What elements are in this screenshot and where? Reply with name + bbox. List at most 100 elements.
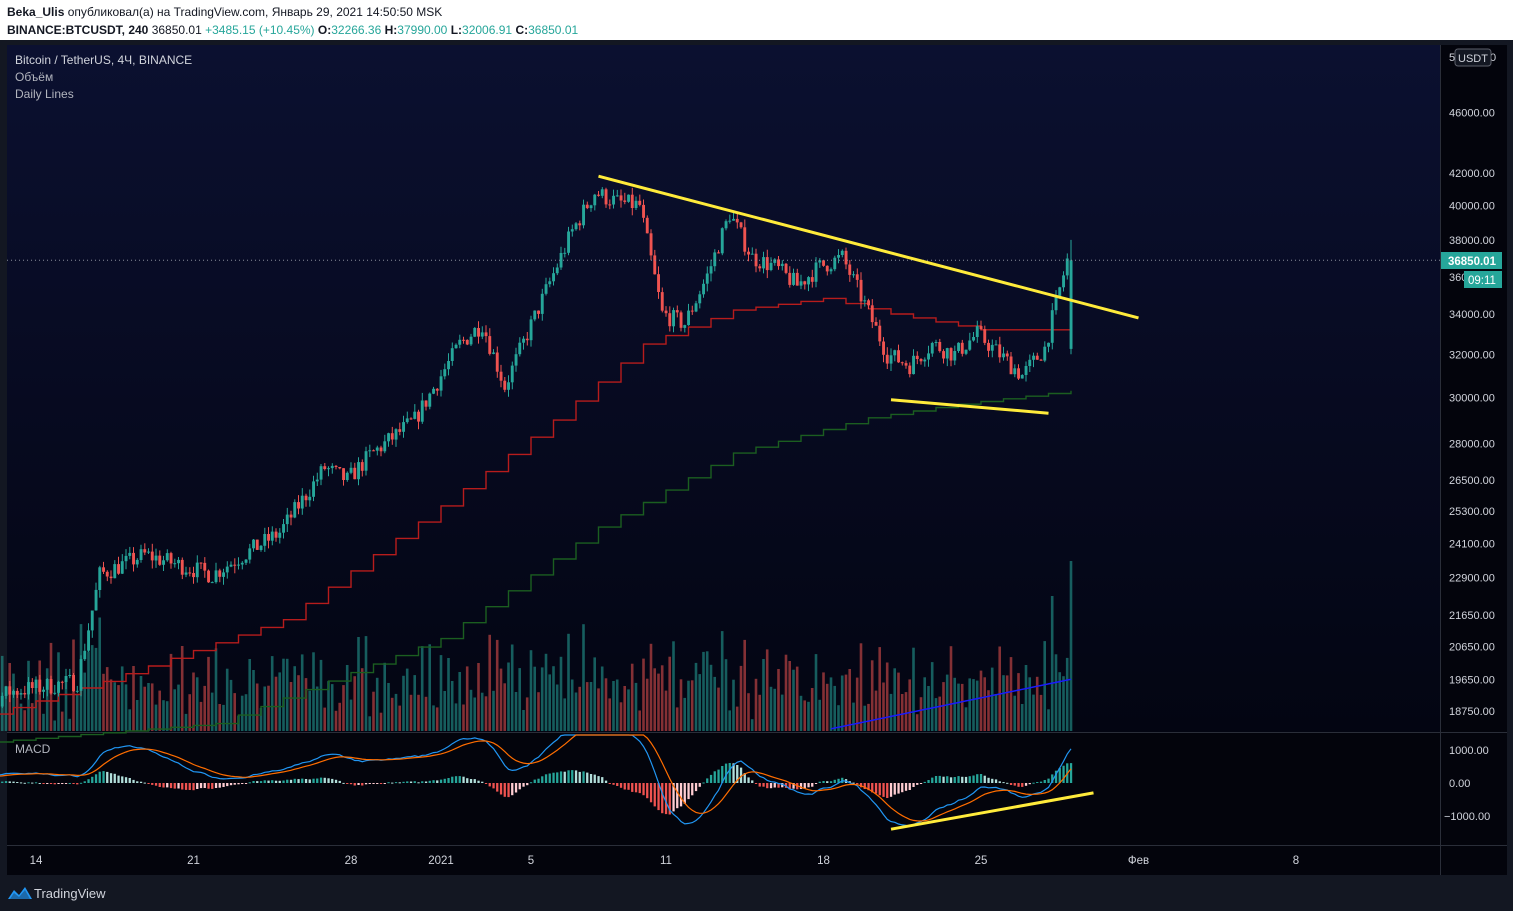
volume-bar [923, 677, 926, 731]
candle-body [585, 204, 589, 209]
currency-label[interactable]: USDT [1458, 53, 1488, 65]
candle-body [409, 418, 413, 420]
volume-bar [578, 686, 581, 731]
tradingview-logo-icon[interactable] [7, 884, 33, 902]
volume-bar [409, 694, 413, 731]
candle-body [237, 564, 240, 566]
macd-histogram-bar [593, 774, 596, 783]
macd-histogram-bar [1039, 781, 1043, 783]
macd-histogram-bar [499, 783, 503, 795]
macd-histogram-bar [387, 782, 390, 784]
candle-body [889, 355, 893, 364]
macd-histogram-bar [173, 783, 176, 789]
volume-bar [113, 682, 116, 731]
macd-histogram-bar [818, 781, 821, 783]
macd-histogram-bar [987, 777, 990, 783]
macd-trendline[interactable] [890, 791, 1094, 831]
candle-body [424, 400, 428, 407]
macd-histogram-bar [612, 783, 615, 785]
volume-bar [75, 693, 79, 731]
macd-histogram-bar [537, 778, 540, 783]
candle-body [154, 555, 158, 561]
macd-histogram-bar [349, 783, 353, 785]
volume-bar [360, 668, 364, 731]
macd-histogram-bar [256, 781, 259, 783]
candle-body [338, 467, 342, 469]
candle-body [870, 305, 874, 323]
legend-title[interactable]: Bitcoin / TetherUS, 4Ч, BINANCE [15, 53, 192, 67]
candle-body [623, 200, 627, 202]
chart-area[interactable]: 46000.00 42000.00 40000.00 38000.00 34000.00… [0, 40, 1513, 876]
candle-body [207, 570, 210, 583]
time-axis[interactable]: 14 21 28 2021 5 11 18 25 Фев 8 [30, 855, 1300, 867]
macd-histogram-bar [698, 783, 701, 787]
candle-body [323, 466, 327, 469]
volume-bar [4, 695, 8, 731]
macd-histogram-bar [409, 781, 413, 783]
macd-histogram-bar [739, 767, 743, 783]
candle-body [0, 695, 4, 707]
volume-bar [233, 693, 236, 731]
legend-volume[interactable]: Объём [15, 70, 53, 84]
volume-bar [619, 702, 623, 731]
price-axis[interactable]: 46000.00 42000.00 40000.00 38000.00 34000.00… [1449, 107, 1495, 718]
macd-histogram-bar [949, 777, 953, 783]
candle-body [447, 361, 450, 370]
candle-body [510, 365, 514, 383]
candle-body [619, 195, 623, 201]
macd-legend[interactable]: MACD [15, 742, 51, 756]
publisher-username[interactable]: Beka_Ulis [7, 5, 65, 19]
candle-body [19, 693, 23, 695]
macd-histogram-bar [226, 783, 229, 787]
volume-bar [458, 672, 461, 731]
macd-histogram-bar [79, 782, 83, 784]
candle-body [934, 342, 938, 343]
macd-histogram-bar [113, 773, 116, 783]
volume-bar [529, 650, 533, 731]
macd-axis[interactable]: 1000.00 0.00 −1000.00 [1444, 745, 1490, 823]
candle-body [529, 319, 533, 341]
volume-bar [934, 698, 938, 731]
candle-body [57, 681, 60, 693]
candle-body [398, 429, 402, 432]
candle-body [522, 338, 525, 343]
candle-body [90, 610, 94, 631]
macd-histogram-bar [211, 783, 214, 789]
trendlines[interactable] [598, 174, 1139, 415]
volume-bar [859, 643, 863, 731]
macd-histogram-bar [934, 776, 938, 783]
volume-bar [732, 679, 735, 731]
volume-bar [758, 694, 761, 731]
time-tick-label: Фев [1128, 855, 1149, 867]
volume-bar [930, 662, 934, 731]
volume-bar [319, 659, 323, 731]
volume-bar [428, 644, 431, 731]
candle-body [383, 441, 387, 452]
tradingview-brand[interactable]: TradingView [34, 886, 106, 901]
macd-histogram-bar [166, 783, 169, 788]
macd-histogram-bar [931, 777, 934, 783]
candle-body [709, 266, 713, 274]
candle-body [919, 359, 923, 362]
symbol-ohlc-line: BINANCE:BTCUSDT, 240 36850.01 +3485.15 (… [7, 23, 578, 37]
macd-histogram-bar [788, 783, 791, 790]
candle-body [758, 266, 762, 269]
macd-histogram-bar [1036, 782, 1039, 783]
macd-histogram-bar [46, 783, 49, 784]
legend-daily-lines[interactable]: Daily Lines [15, 87, 74, 101]
volume-bar [822, 672, 825, 731]
candle-body [150, 551, 154, 561]
candle-body [694, 303, 698, 312]
macd-histogram-bar [616, 783, 619, 786]
macd-histogram-bar [473, 779, 476, 783]
candle-body [255, 539, 259, 550]
price-change: +3485.15 (+10.45%) [205, 23, 315, 37]
candle-body [795, 272, 799, 286]
macd-histogram-bar [12, 781, 15, 783]
currency-button[interactable] [1454, 48, 1492, 67]
volume-bar [210, 692, 214, 731]
volume-bar [735, 706, 739, 731]
volume-bar [540, 667, 544, 731]
time-tick-label: 21 [187, 855, 200, 867]
volume-bar [135, 700, 139, 731]
